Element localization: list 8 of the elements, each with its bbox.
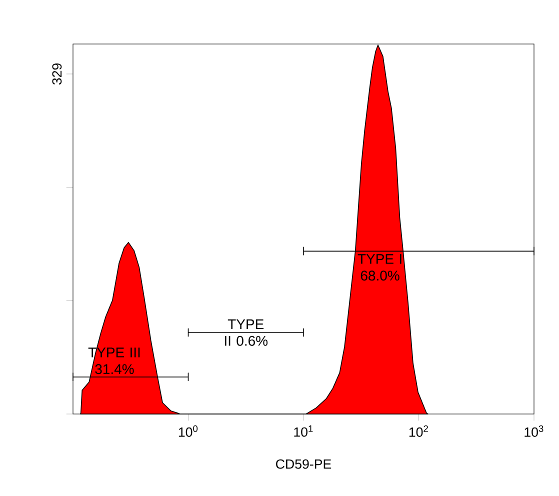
y-tick-label: 329 [52, 63, 62, 85]
x-tick-label: 10$^{1}$ [294, 425, 313, 437]
x-tick-label: 10$^{2}$ [409, 425, 428, 437]
x-axis-title: CD59-PE [276, 459, 332, 469]
annotation: TYPE II 0.6% [224, 319, 268, 346]
annotation: TYPE I 68.0% [358, 254, 402, 281]
x-tick-label: 10$^{0}$ [178, 425, 198, 437]
x-tick-label: 10$^{3}$ [524, 425, 544, 437]
